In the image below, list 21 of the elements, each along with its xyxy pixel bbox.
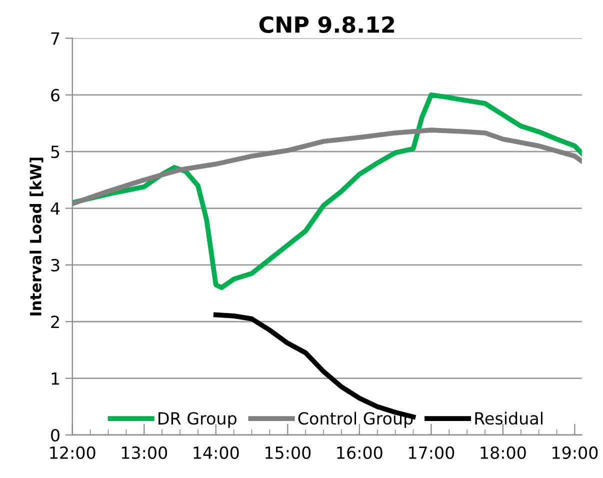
y-tick-label: 2 [51,316,59,328]
legend-label: Residual [475,412,542,425]
y-axis-title: Interval Load [kW] [30,158,44,316]
y-tick-label: 1 [52,372,60,385]
y-tick-label: 6 [51,88,60,102]
x-tick-label: 16:00 [337,446,382,459]
x-tick-label: 17:00 [409,446,454,459]
x-tick-label: 19:00 [552,446,598,459]
y-tick-label: 5 [51,146,60,158]
legend-label: DR Group [158,412,236,428]
y-tick-label: 4 [50,202,60,215]
x-tick-label: 12:00 [50,446,96,459]
x-tick-label: 18:00 [480,446,526,459]
chart-title: CNP 9.8.12 [259,16,394,33]
x-tick-label: 13:00 [122,446,168,459]
line-series [72,92,582,290]
y-tick-label: 0 [51,428,60,442]
x-tick-label: 14:00 [194,446,239,459]
y-tick-label: 7 [51,32,60,45]
x-tick-label: 15:00 [265,446,311,459]
y-tick-label: 3 [51,258,60,272]
